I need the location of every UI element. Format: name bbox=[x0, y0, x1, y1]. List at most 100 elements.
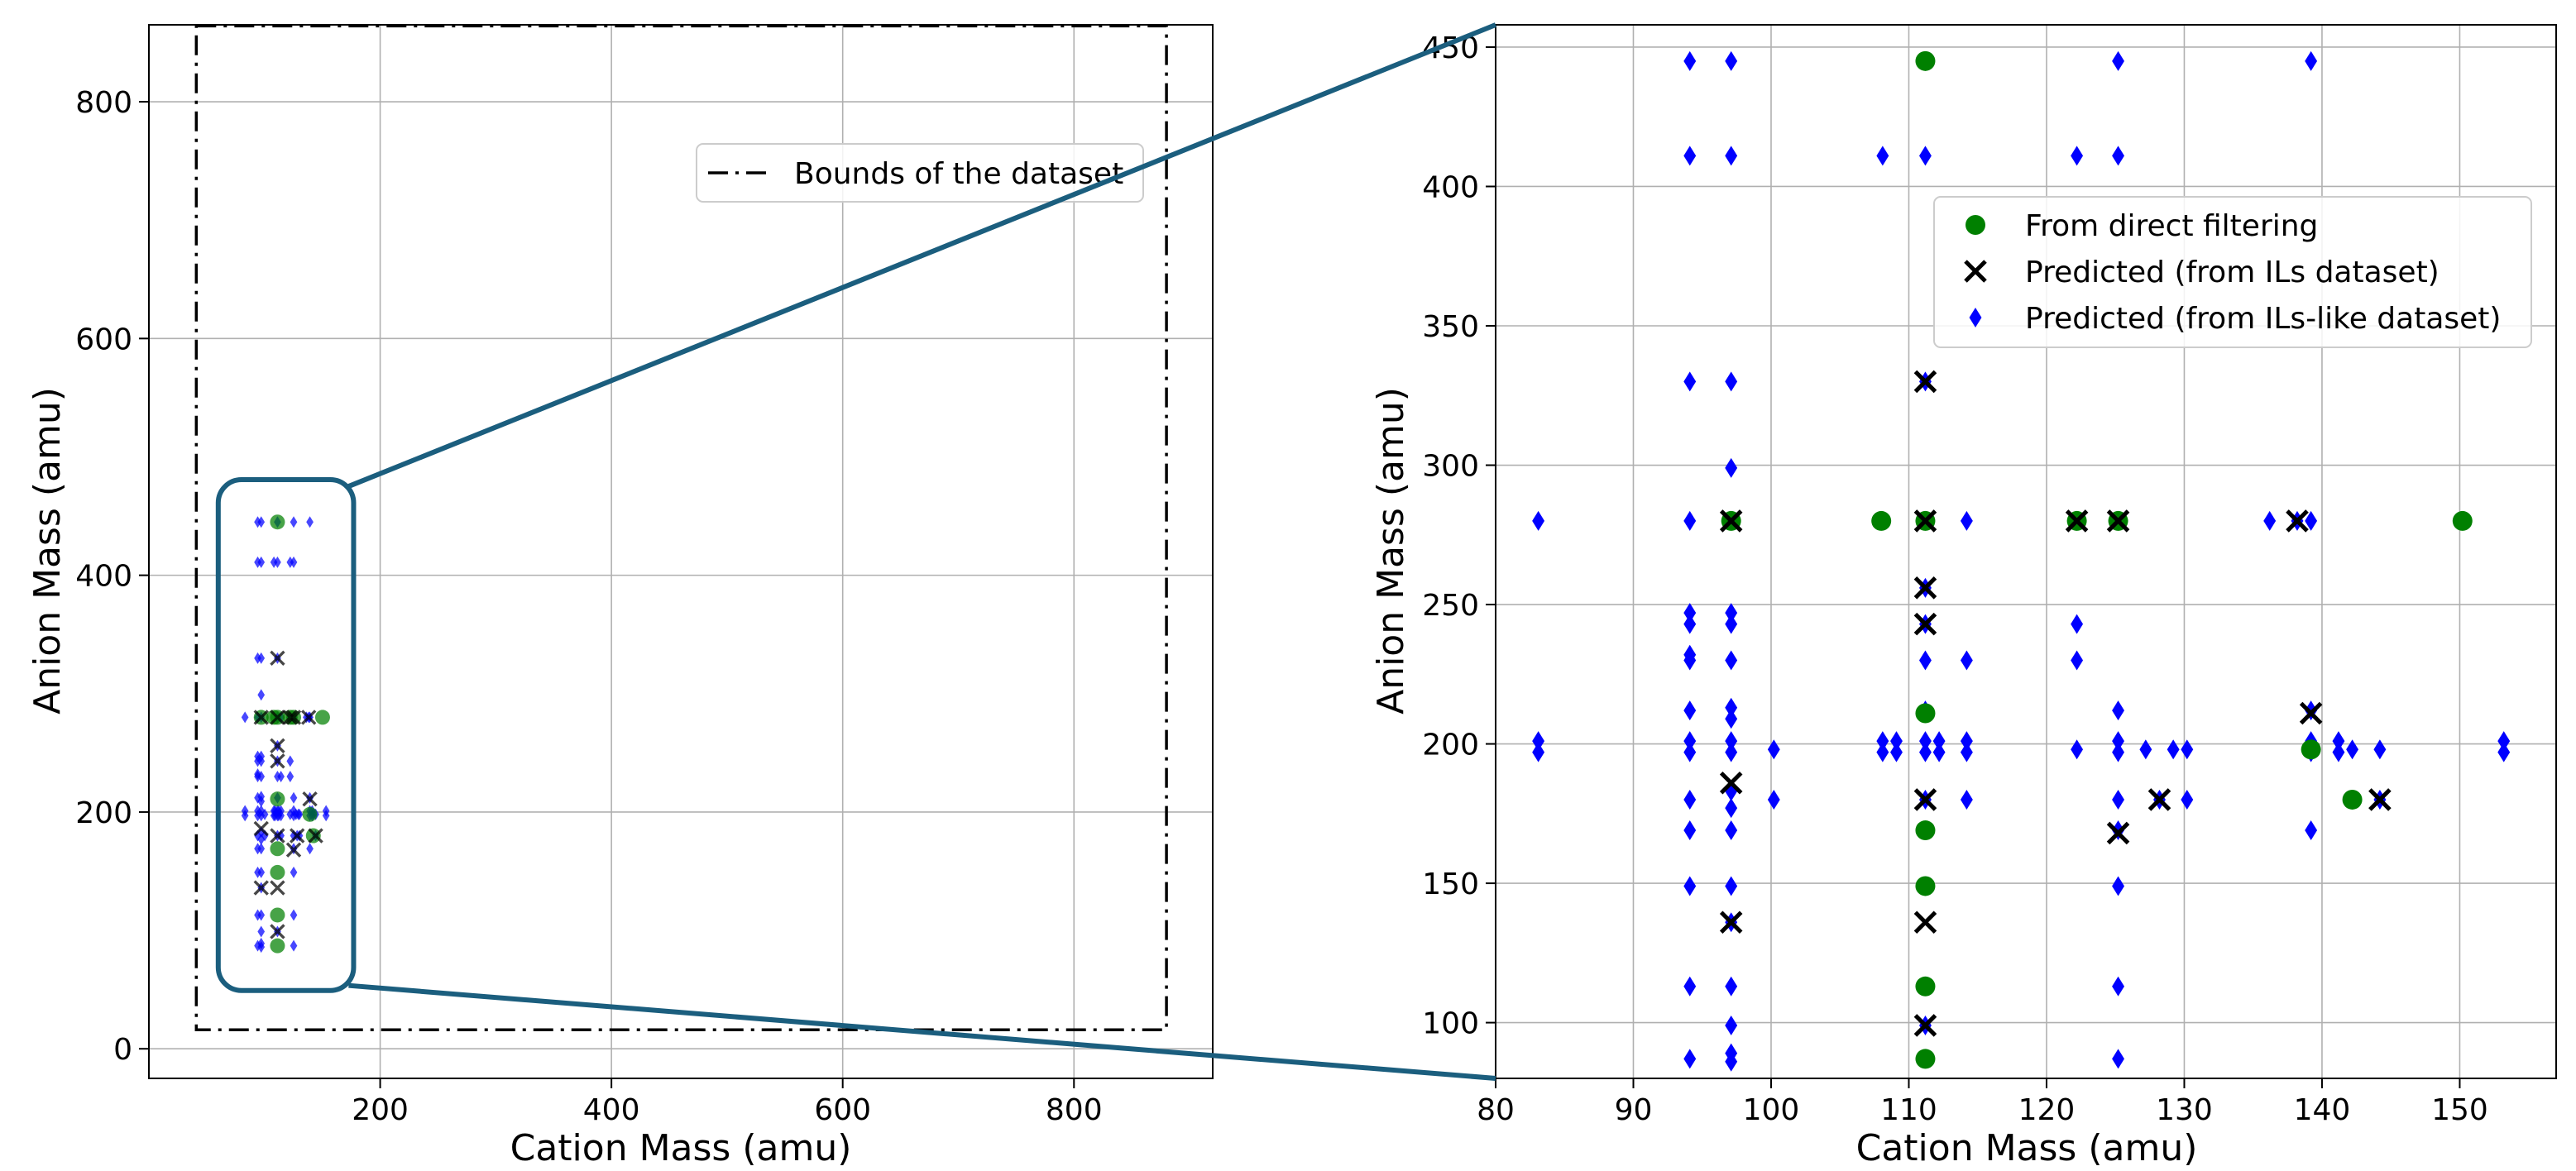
zoom-x-tick-label: 130 bbox=[2156, 1093, 2213, 1127]
zoom-point-diamond bbox=[1960, 742, 1973, 762]
overview-y-tick-label: 600 bbox=[75, 323, 132, 356]
zoom-point-diamond bbox=[1932, 731, 1946, 752]
zoom-point-diamond bbox=[1932, 742, 1946, 762]
overview-point bbox=[241, 711, 249, 724]
zoom-point-x bbox=[1913, 509, 1937, 533]
zoom-point-circle bbox=[1915, 50, 1936, 71]
zoom-point-diamond bbox=[1725, 798, 1738, 819]
overview-point bbox=[302, 806, 318, 822]
zoom-point-x bbox=[1913, 612, 1937, 636]
overview-point bbox=[282, 710, 299, 725]
zoom-point-diamond bbox=[2139, 739, 2152, 760]
zoom-point-diamond bbox=[1876, 742, 1889, 762]
legend-swatch-circle bbox=[1966, 215, 1985, 235]
zoom-point-diamond bbox=[1725, 820, 1738, 841]
zoom-point-circle bbox=[1915, 703, 1936, 724]
zoom-point-diamond bbox=[1532, 510, 1545, 531]
overview-y-tick-label: 800 bbox=[75, 86, 132, 120]
zoom-point-diamond bbox=[2112, 742, 2124, 762]
overview-point bbox=[300, 710, 317, 725]
overview-point bbox=[270, 907, 285, 923]
zoom-point-diamond bbox=[1890, 731, 1903, 752]
zoom-point-diamond bbox=[1725, 1015, 1738, 1035]
overview-point bbox=[290, 791, 298, 804]
zoom-connector-bottom bbox=[348, 982, 1496, 1081]
overview-point bbox=[270, 938, 285, 954]
zoom-y-tick-label: 200 bbox=[1422, 729, 1479, 762]
zoom-point-x bbox=[1913, 370, 1937, 394]
overview-point bbox=[261, 808, 269, 820]
overview-x-tick-label: 600 bbox=[814, 1093, 871, 1127]
zoom-point-diamond bbox=[1532, 742, 1545, 762]
zoom-point-diamond bbox=[1725, 742, 1738, 762]
zoom-x-tick-label: 90 bbox=[1615, 1093, 1653, 1127]
overview-point bbox=[290, 828, 305, 844]
legend-label-diamond: Predicted (from ILs-like dataset) bbox=[2025, 302, 2501, 336]
overview-point bbox=[270, 650, 285, 667]
zoom-point-diamond bbox=[1725, 709, 1738, 729]
zoom-point-circle bbox=[2452, 510, 2473, 531]
legend-label-circle: From direct filtering bbox=[2025, 209, 2318, 243]
overview-point bbox=[290, 939, 298, 952]
zoom-x-tick-label: 140 bbox=[2294, 1093, 2351, 1127]
zoom-point-circle bbox=[1915, 976, 1936, 997]
overview-point bbox=[295, 808, 304, 820]
zoom-point-diamond bbox=[2071, 739, 2084, 760]
overview-point bbox=[285, 842, 302, 858]
overview-point bbox=[314, 710, 330, 725]
zoom-point-diamond bbox=[2181, 739, 2194, 760]
zoom-point-circle bbox=[2301, 739, 2321, 760]
zoom-point-diamond bbox=[1767, 739, 1780, 760]
overview-point bbox=[270, 753, 285, 769]
zoom-x-tick-label: 100 bbox=[1743, 1093, 1800, 1127]
zoom-y-tick-label: 100 bbox=[1422, 1007, 1479, 1041]
zoom-legend bbox=[1933, 196, 2532, 348]
zoom-point-diamond bbox=[2071, 650, 2084, 671]
zoom-point-diamond bbox=[2373, 739, 2387, 760]
zoom-point-diamond bbox=[1683, 614, 1697, 634]
zoom-point-diamond bbox=[1683, 603, 1697, 624]
overview-point bbox=[257, 826, 266, 839]
zoom-point-diamond bbox=[1919, 742, 1932, 762]
overview-panel: 200 400 600 800 0 200 400 600 800 Bounds of the d… bbox=[75, 24, 1214, 1127]
overview-x-tick-label: 800 bbox=[1046, 1093, 1103, 1127]
overview-point bbox=[257, 925, 266, 938]
overview-point bbox=[270, 880, 285, 896]
zoom-point-diamond bbox=[1960, 789, 1973, 810]
zoom-point-diamond bbox=[1919, 650, 1932, 671]
overview-point bbox=[257, 516, 266, 528]
zoom-point-diamond bbox=[1725, 697, 1738, 718]
zoom-point-x bbox=[1913, 576, 1937, 600]
zoom-point-diamond bbox=[1767, 789, 1780, 810]
overview-point bbox=[270, 738, 285, 753]
dataset-bounds-line bbox=[194, 24, 1168, 1032]
zoom-point-diamond bbox=[1725, 371, 1738, 392]
overview-point bbox=[274, 556, 281, 568]
zoom-point-diamond bbox=[1725, 650, 1738, 671]
zoom-point-diamond bbox=[2112, 146, 2124, 166]
overview-point bbox=[257, 689, 266, 701]
zoom-point-diamond bbox=[1683, 50, 1697, 71]
overview-point bbox=[257, 770, 266, 782]
zoom-point-diamond bbox=[1876, 146, 1889, 166]
zoom-point-diamond bbox=[1725, 976, 1738, 997]
zoom-point-x bbox=[2286, 509, 2309, 533]
overview-point bbox=[254, 829, 261, 842]
zoom-point-diamond bbox=[1960, 731, 1973, 752]
overview-point bbox=[277, 810, 285, 822]
zoom-point-diamond bbox=[1725, 457, 1738, 478]
zoom-point-diamond bbox=[2071, 146, 2084, 166]
overview-point bbox=[261, 829, 269, 842]
overview-point bbox=[257, 866, 266, 878]
zoom-point-diamond bbox=[2305, 50, 2318, 71]
zoom-point-diamond bbox=[1890, 742, 1903, 762]
zoom-y-tick-label: 250 bbox=[1422, 589, 1479, 623]
zoom-x-tick-label: 120 bbox=[2018, 1093, 2076, 1127]
zoom-point-diamond bbox=[2305, 820, 2318, 841]
zoom-point-diamond bbox=[1683, 371, 1697, 392]
zoom-point-diamond bbox=[1725, 1051, 1738, 1072]
zoom-point-diamond bbox=[1919, 731, 1932, 752]
overview-point bbox=[270, 841, 285, 857]
zoom-point-diamond bbox=[2332, 731, 2345, 752]
